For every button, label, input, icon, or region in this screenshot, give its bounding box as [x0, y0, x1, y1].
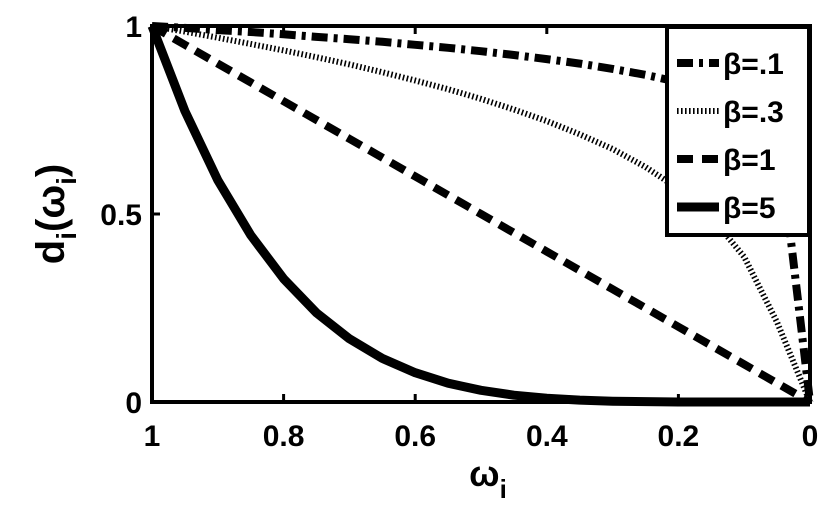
series-line-3	[150, 22, 812, 406]
x-tick-label: 0.8	[263, 420, 305, 453]
y-tick-label: 0.5	[100, 199, 142, 232]
series-line-2	[151, 23, 813, 404]
series-line-4	[147, 24, 810, 407]
x-tick-label: 1	[144, 420, 161, 453]
legend-label-1: β=.1	[723, 48, 784, 81]
legend-label-4: β=5	[723, 192, 776, 225]
y-tick-label: 1	[125, 11, 142, 44]
y-tick-label: 0	[125, 387, 142, 420]
legend-label-3: β=1	[723, 144, 776, 177]
x-tick-label: 0.4	[526, 420, 568, 453]
x-tick-label: 0.6	[394, 420, 436, 453]
x-tick-label: 0.2	[658, 420, 700, 453]
y-axis-label: di(ωi)	[29, 164, 82, 264]
x-axis-label: ωi	[469, 453, 507, 504]
x-tick-label: 0	[802, 420, 819, 453]
legend-label-2: β=.3	[723, 96, 784, 129]
